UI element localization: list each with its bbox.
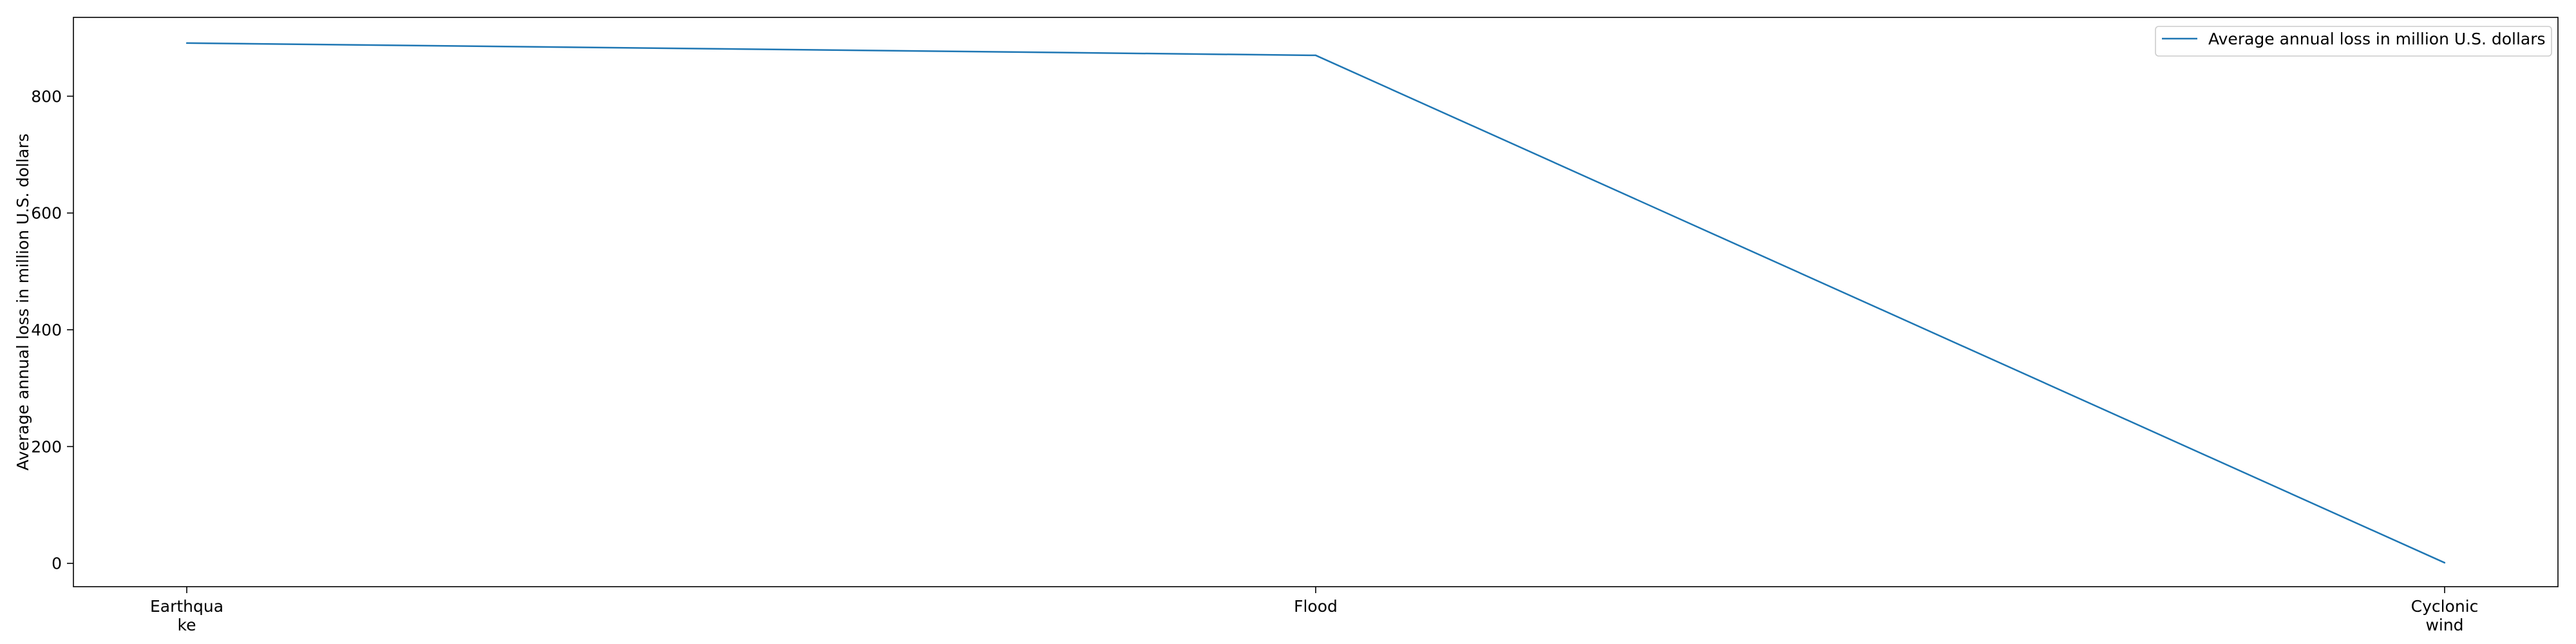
data-point — [2443, 562, 2446, 564]
y-tick-label: 600 — [31, 204, 62, 223]
x-tick-label: Cyclonic wind — [2411, 597, 2479, 634]
y-axis-label: Average annual loss in million U.S. doll… — [14, 133, 32, 471]
x-axis-ticks: Earthqua ke Flood Cyclonic wind — [150, 587, 2478, 634]
y-axis-ticks: 0 200 400 600 800 — [31, 87, 73, 573]
data-point — [185, 42, 188, 44]
y-tick-label: 0 — [52, 554, 62, 573]
x-tick-label: Earthqua ke — [150, 597, 223, 634]
x-tick-label: Flood — [1294, 597, 1338, 616]
legend-label: Average annual loss in million U.S. doll… — [2208, 30, 2546, 48]
series-layer — [185, 42, 2446, 564]
data-point — [1314, 54, 1317, 57]
legend: Average annual loss in million U.S. doll… — [2155, 26, 2552, 57]
y-tick-label: 200 — [31, 437, 62, 456]
y-tick-label: 800 — [31, 87, 62, 106]
y-tick-label: 400 — [31, 321, 62, 339]
legend-box — [2155, 26, 2552, 57]
plot-frame — [73, 17, 2559, 587]
